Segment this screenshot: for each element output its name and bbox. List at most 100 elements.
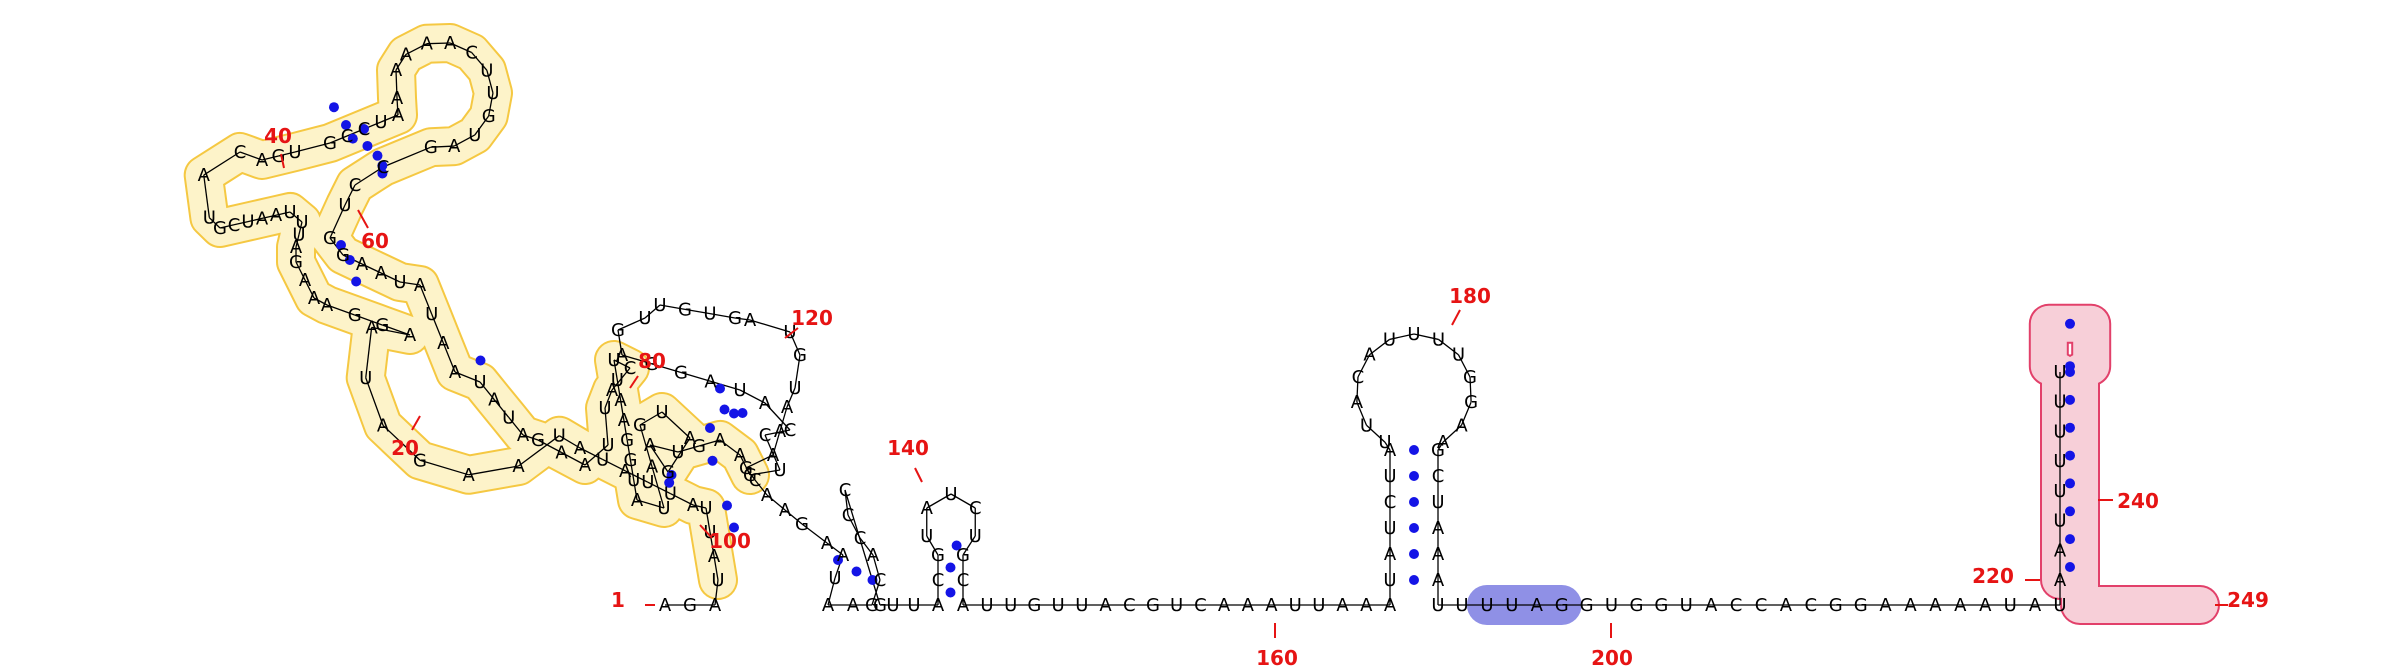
nucleotide-C: C: [465, 42, 478, 63]
backbone-link: [295, 234, 300, 248]
nucleotide-A: A: [687, 495, 700, 516]
backbone-link: [616, 379, 622, 401]
backbone-link: [329, 135, 348, 144]
nucleotide-G: G: [1829, 595, 1843, 616]
nucleotide-U: U: [288, 142, 301, 163]
nucleotide-U: U: [1431, 595, 1444, 616]
nucleotide-U: U: [907, 595, 920, 616]
nucleotide-A: A: [704, 371, 717, 392]
nucleotide-U: U: [2004, 595, 2017, 616]
backbone-link: [1437, 441, 1444, 451]
backbone-link: [651, 363, 682, 374]
nucleotide-A: A: [618, 410, 631, 431]
nucleotide-U: U: [2053, 595, 2066, 616]
backbone-link: [844, 489, 881, 606]
backbone-link: [361, 263, 382, 274]
backbone-link: [801, 523, 828, 544]
backbone-link: [764, 402, 791, 431]
base-pair-dot: [359, 124, 369, 134]
nucleotide-A: A: [837, 545, 850, 566]
base-pair-dot: [1409, 471, 1419, 481]
nucleotide-A: A: [1954, 595, 1967, 616]
nucleotide-A: A: [444, 33, 457, 54]
backbone-link: [734, 317, 751, 321]
nucleotide-U: U: [1432, 329, 1445, 350]
nucleotide-A: A: [198, 165, 211, 186]
backbone-link: [365, 377, 384, 426]
nucleotide-U: U: [1170, 595, 1183, 616]
nucleotide-U: U: [1383, 518, 1396, 539]
backbone-link: [651, 466, 665, 509]
backbone-link: [786, 387, 796, 408]
nucleotide-G: G: [348, 305, 362, 326]
backbone-link: [1384, 441, 1391, 451]
backbone-link: [518, 435, 560, 467]
nucleotide-U: U: [359, 368, 372, 389]
nucleotide-A: A: [308, 288, 321, 309]
backbone-link: [304, 279, 315, 299]
base-pair-dot: [867, 575, 878, 585]
backbone-link: [766, 494, 786, 511]
nucleotide-A: A: [448, 136, 461, 157]
position-label-100: 100: [709, 529, 751, 553]
nucleotide-C: C: [624, 358, 637, 379]
backbone-link: [1356, 376, 1359, 403]
base-pair-dot: [341, 120, 351, 130]
base-pair-dot: [833, 555, 843, 565]
backbone-link: [872, 554, 881, 581]
nucleotide-U: U: [699, 498, 712, 519]
backbone-link: [479, 381, 495, 401]
backbone-link: [745, 454, 774, 469]
nucleotide-A: A: [391, 88, 404, 109]
backbone-link: [745, 467, 756, 481]
base-pair-dot: [1409, 523, 1419, 533]
nucleotide-A: A: [606, 380, 619, 401]
backbone-link: [772, 430, 781, 456]
backbone-link: [698, 439, 721, 447]
nucleotide-G: G: [482, 106, 496, 127]
nucleotide-U: U: [283, 202, 296, 223]
backbone-link: [633, 479, 638, 501]
position-label-220: 220: [1972, 564, 2014, 588]
base-pair-dot: [722, 500, 732, 511]
nucleotide-U: U: [338, 195, 351, 216]
nucleotide-A: A: [761, 485, 774, 506]
nucleotide-U: U: [980, 595, 993, 616]
nucleotide-U: U: [1075, 595, 1088, 616]
nucleotide-U: U: [611, 370, 624, 391]
backbone-link: [709, 313, 736, 319]
backbone-link: [326, 304, 355, 316]
nucleotide-C: C: [854, 528, 867, 549]
nucleotide-G: G: [289, 252, 303, 273]
nucleotide-A: A: [574, 438, 587, 459]
nucleotide-A: A: [822, 595, 835, 616]
backbone-link: [233, 220, 249, 226]
backbone-link: [749, 469, 781, 476]
nucleotide-C: C: [1805, 595, 1818, 616]
base-pair-dot: [2065, 422, 2075, 433]
backbone-link: [680, 371, 711, 382]
base-pair-dot: [344, 255, 355, 265]
nucleotide-C: C: [759, 425, 772, 446]
base-pair-dot: [719, 404, 730, 415]
nucleotide-U: U: [627, 470, 640, 491]
nucleotide-U: U: [502, 407, 515, 428]
base-pair-dot: [2065, 562, 2075, 572]
nucleotide-U: U: [641, 472, 654, 493]
backbone-link: [604, 389, 613, 409]
nucleotide-A: A: [767, 445, 780, 466]
nucleotide-A: A: [1384, 544, 1397, 565]
nucleotide-A: A: [462, 465, 475, 486]
backbone-link: [950, 493, 976, 509]
backbone-link: [692, 504, 707, 509]
nucleotide-C: C: [1194, 595, 1207, 616]
nucleotide-A: A: [734, 445, 747, 466]
backbone-link: [261, 214, 277, 220]
backbone-link: [275, 211, 291, 216]
nucleotide-G: G: [633, 415, 647, 436]
position-label-180: 180: [1449, 284, 1491, 308]
nucleotide-U: U: [944, 484, 957, 505]
